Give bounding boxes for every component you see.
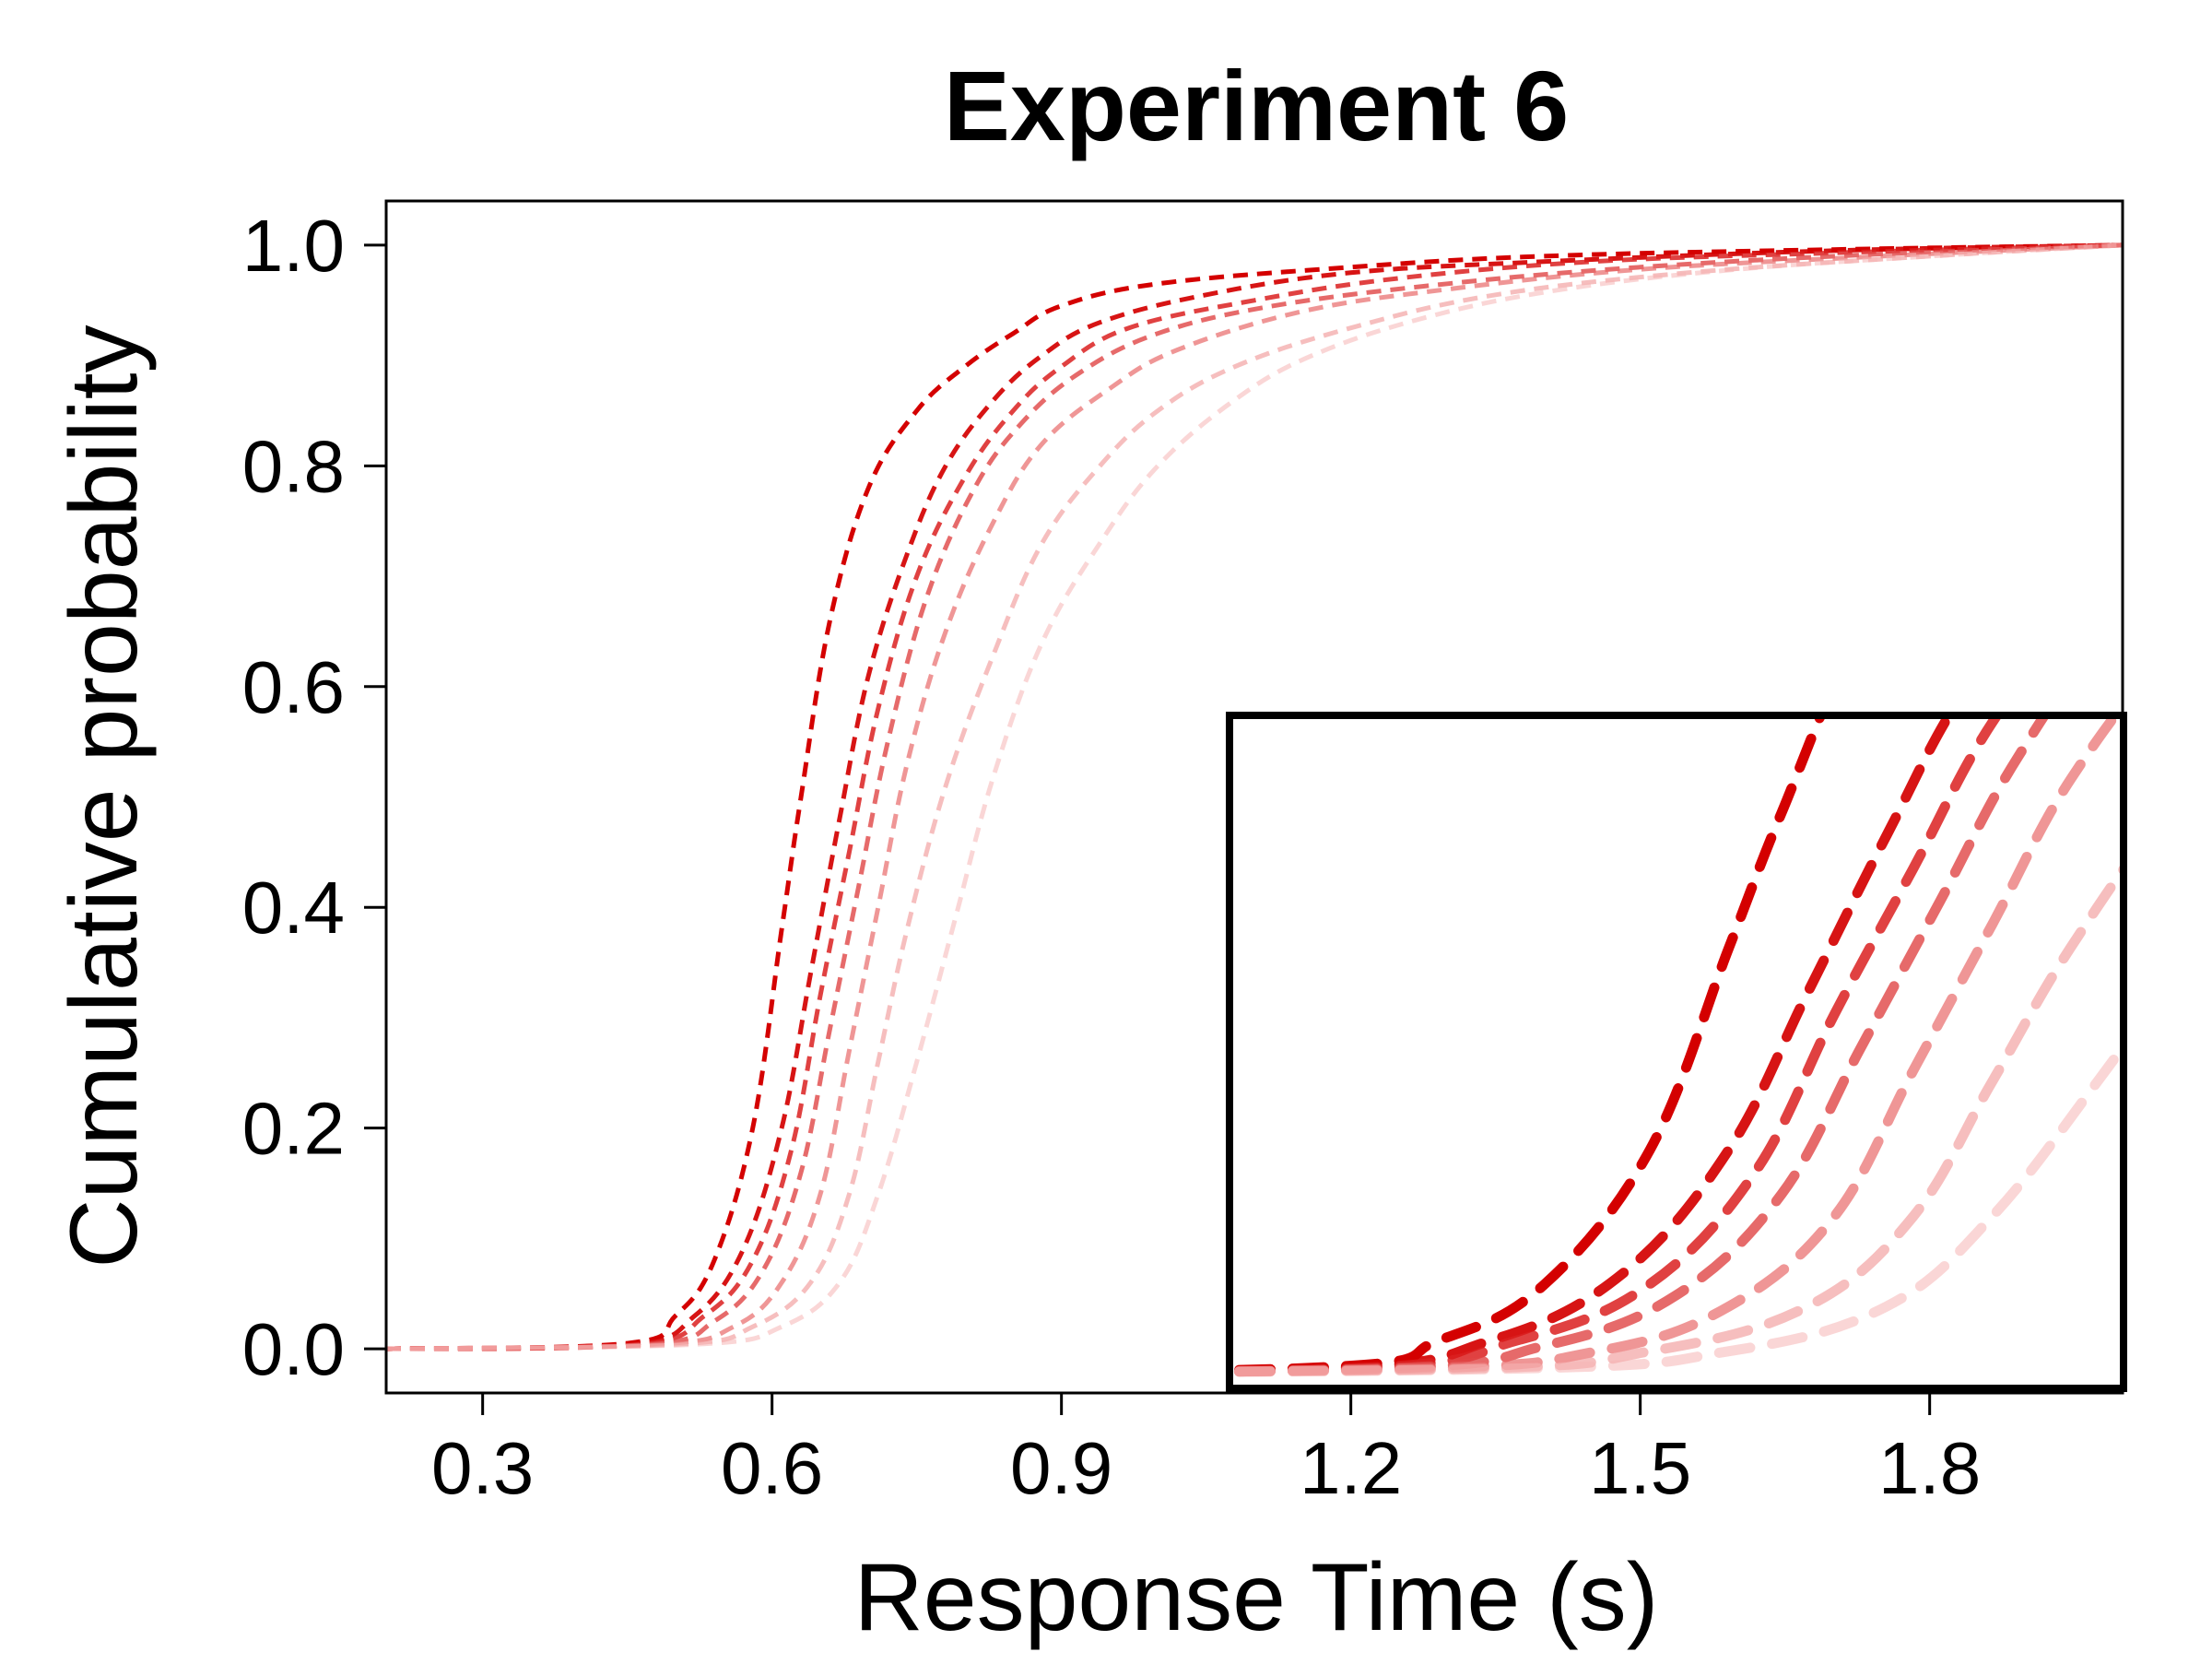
inset-series-line-5 [1230, 715, 2123, 1376]
y-tick-label: 0.4 [242, 867, 345, 949]
inset-series-line-3 [1230, 715, 2004, 1377]
x-tick-label: 1.8 [1878, 1427, 1981, 1509]
y-tick-label: 0.0 [242, 1308, 345, 1390]
inset-series-line-1 [1230, 715, 1827, 1375]
zoom-inset [1226, 712, 2127, 1392]
inset-series-group [1230, 715, 2124, 1377]
series-line-5 [386, 242, 2123, 1351]
inset-series-line-6 [1230, 860, 2124, 1377]
y-tick-label: 0.8 [242, 425, 345, 507]
series-line-1 [386, 242, 2123, 1351]
y-tick-label: 0.6 [242, 646, 345, 728]
x-tick-label: 1.5 [1589, 1427, 1691, 1509]
series-line-2 [386, 242, 2123, 1351]
y-axis-label: Cumulative probability [51, 325, 158, 1268]
chart-title: Experiment 6 [944, 50, 1569, 161]
y-tick-label: 1.0 [242, 205, 345, 287]
x-tick-label: 0.9 [1010, 1427, 1112, 1509]
main-series-group [386, 242, 2123, 1351]
series-line-7 [386, 242, 2123, 1351]
x-tick-label: 0.6 [721, 1427, 823, 1509]
y-tick-label: 0.2 [242, 1088, 345, 1170]
inset-frame [1226, 712, 2127, 1392]
series-line-4 [386, 242, 2123, 1351]
x-tick-label: 0.3 [431, 1427, 534, 1509]
inset-background [1230, 715, 2124, 1388]
inset-series-line-2 [1230, 715, 1956, 1376]
inset-series-line-4 [1230, 715, 2051, 1377]
x-axis-label: Response Time (s) [854, 1544, 1659, 1651]
x-axis: 0.3 0.6 0.9 1.2 1.5 1.8 [431, 1393, 1981, 1509]
series-line-3 [386, 242, 2123, 1351]
x-tick-label: 1.2 [1300, 1427, 1402, 1509]
y-axis: 0.0 0.2 0.4 0.6 0.8 1.0 [242, 205, 386, 1390]
series-line-6 [386, 242, 2123, 1351]
